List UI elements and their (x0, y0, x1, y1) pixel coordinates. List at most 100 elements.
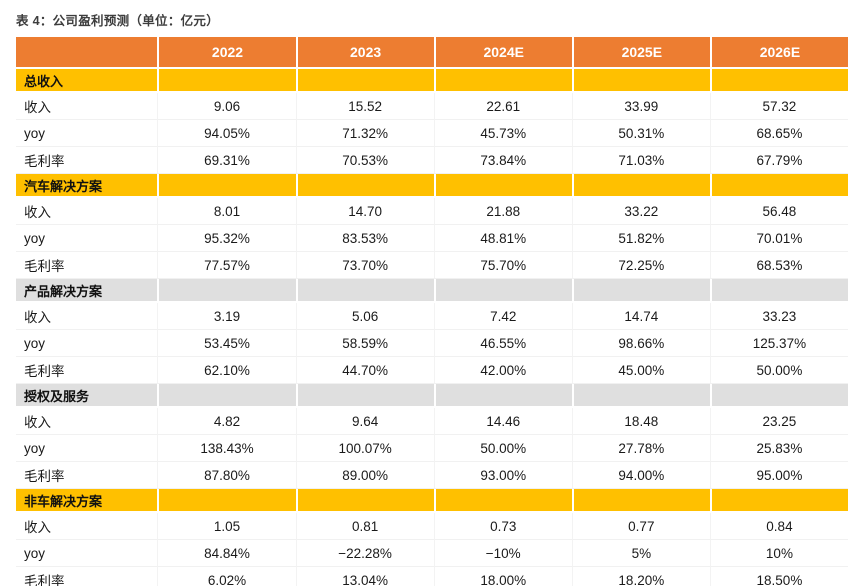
metric-value-cell: 18.00% (433, 567, 572, 586)
section-band-cell (571, 279, 710, 303)
section-band-cell (709, 174, 848, 198)
metric-value-cell: 46.55% (433, 330, 572, 357)
metric-value-cell: −22.28% (295, 540, 434, 567)
section-band-cell (433, 69, 572, 93)
metric-value-cell: 44.70% (295, 357, 434, 384)
section-label: 汽车解决方案 (16, 174, 158, 198)
forecast-table: 2022 2023 2024E 2025E 2026E 总收入 收入 9.06 15.52 22… (16, 37, 848, 586)
metric-value-cell: 0.81 (295, 513, 434, 540)
metric-label: 收入 (16, 408, 158, 435)
metric-value-cell: 22.61 (433, 93, 572, 120)
metric-value-cell: 68.53% (709, 252, 848, 279)
metric-row: 收入 9.06 15.52 22.61 33.99 57.32 (16, 93, 848, 120)
metric-value-cell: 89.00% (295, 462, 434, 489)
section-band-cell (157, 384, 296, 408)
metric-value-cell: 94.05% (157, 120, 296, 147)
metric-value-cell: 9.06 (157, 93, 296, 120)
section-band-cell (571, 384, 710, 408)
metric-row: 毛利率 77.57% 73.70% 75.70% 72.25% 68.53% (16, 252, 848, 279)
section-band-cell (571, 174, 710, 198)
metric-value-cell: 75.70% (433, 252, 572, 279)
section-band-row: 汽车解决方案 (16, 174, 848, 198)
metric-value-cell: 98.66% (571, 330, 710, 357)
metric-row: 收入 8.01 14.70 21.88 33.22 56.48 (16, 198, 848, 225)
metric-value-cell: 0.77 (571, 513, 710, 540)
metric-value-cell: 45.00% (571, 357, 710, 384)
metric-value-cell: 93.00% (433, 462, 572, 489)
metric-value-cell: 1.05 (157, 513, 296, 540)
metric-value-cell: 125.37% (709, 330, 848, 357)
metric-row: yoy 53.45% 58.59% 46.55% 98.66% 125.37% (16, 330, 848, 357)
section-band-cell (157, 489, 296, 513)
metric-value-cell: 5.06 (295, 303, 434, 330)
metric-value-cell: 57.32 (709, 93, 848, 120)
year-header-2022: 2022 (157, 37, 296, 69)
metric-value-cell: 45.73% (433, 120, 572, 147)
metric-row: 收入 3.19 5.06 7.42 14.74 33.23 (16, 303, 848, 330)
metric-value-cell: 18.50% (709, 567, 848, 586)
metric-value-cell: 3.19 (157, 303, 296, 330)
metric-label: yoy (16, 120, 158, 147)
section-band-row: 非车解决方案 (16, 489, 848, 513)
metric-label: 毛利率 (16, 252, 158, 279)
metric-value-cell: 5% (571, 540, 710, 567)
metric-value-cell: 10% (709, 540, 848, 567)
metric-value-cell: 18.48 (571, 408, 710, 435)
section-label: 授权及服务 (16, 384, 158, 408)
section-band-cell (295, 489, 434, 513)
metric-value-cell: 70.53% (295, 147, 434, 174)
metric-value-cell: 77.57% (157, 252, 296, 279)
metric-value-cell: 67.79% (709, 147, 848, 174)
metric-value-cell: 58.59% (295, 330, 434, 357)
metric-value-cell: 50.00% (709, 357, 848, 384)
year-header-row: 2022 2023 2024E 2025E 2026E (16, 37, 848, 69)
metric-value-cell: 4.82 (157, 408, 296, 435)
metric-value-cell: 9.64 (295, 408, 434, 435)
metric-value-cell: 50.00% (433, 435, 572, 462)
section-band-cell (157, 69, 296, 93)
metric-value-cell: 53.45% (157, 330, 296, 357)
metric-value-cell: 7.42 (433, 303, 572, 330)
metric-value-cell: 42.00% (433, 357, 572, 384)
metric-row: yoy 94.05% 71.32% 45.73% 50.31% 68.65% (16, 120, 848, 147)
section-label: 产品解决方案 (16, 279, 158, 303)
metric-row: 毛利率 69.31% 70.53% 73.84% 71.03% 67.79% (16, 147, 848, 174)
metric-label: yoy (16, 330, 158, 357)
year-header-2026E: 2026E (709, 37, 848, 69)
metric-label: 收入 (16, 303, 158, 330)
section-band-cell (157, 174, 296, 198)
section-band-cell (571, 489, 710, 513)
metric-row: 收入 4.82 9.64 14.46 18.48 23.25 (16, 408, 848, 435)
metric-label: yoy (16, 435, 158, 462)
metric-row: 收入 1.05 0.81 0.73 0.77 0.84 (16, 513, 848, 540)
metric-row: yoy 138.43% 100.07% 50.00% 27.78% 25.83% (16, 435, 848, 462)
metric-row: 毛利率 6.02% 13.04% 18.00% 18.20% 18.50% (16, 567, 848, 586)
metric-value-cell: 71.03% (571, 147, 710, 174)
metric-value-cell: 50.31% (571, 120, 710, 147)
section-band-cell (571, 69, 710, 93)
metric-value-cell: 48.81% (433, 225, 572, 252)
section-band-cell (433, 489, 572, 513)
metric-label: 收入 (16, 93, 158, 120)
section-label: 非车解决方案 (16, 489, 158, 513)
metric-value-cell: 70.01% (709, 225, 848, 252)
metric-row: yoy 84.84% −22.28% −10% 5% 10% (16, 540, 848, 567)
metric-value-cell: 84.84% (157, 540, 296, 567)
metric-value-cell: 62.10% (157, 357, 296, 384)
metric-value-cell: 27.78% (571, 435, 710, 462)
metric-value-cell: 51.82% (571, 225, 710, 252)
metric-value-cell: 18.20% (571, 567, 710, 586)
metric-row: yoy 95.32% 83.53% 48.81% 51.82% 70.01% (16, 225, 848, 252)
section-band-row: 总收入 (16, 69, 848, 93)
metric-value-cell: 33.23 (709, 303, 848, 330)
metric-value-cell: 33.99 (571, 93, 710, 120)
metric-value-cell: 8.01 (157, 198, 296, 225)
section-band-cell (433, 279, 572, 303)
metric-label: 毛利率 (16, 462, 158, 489)
metric-value-cell: 6.02% (157, 567, 296, 586)
metric-label: 收入 (16, 513, 158, 540)
section-band-row: 产品解决方案 (16, 279, 848, 303)
year-header-2025E: 2025E (571, 37, 710, 69)
table-title: 表 4：公司盈利预测（单位：亿元） (16, 14, 220, 28)
